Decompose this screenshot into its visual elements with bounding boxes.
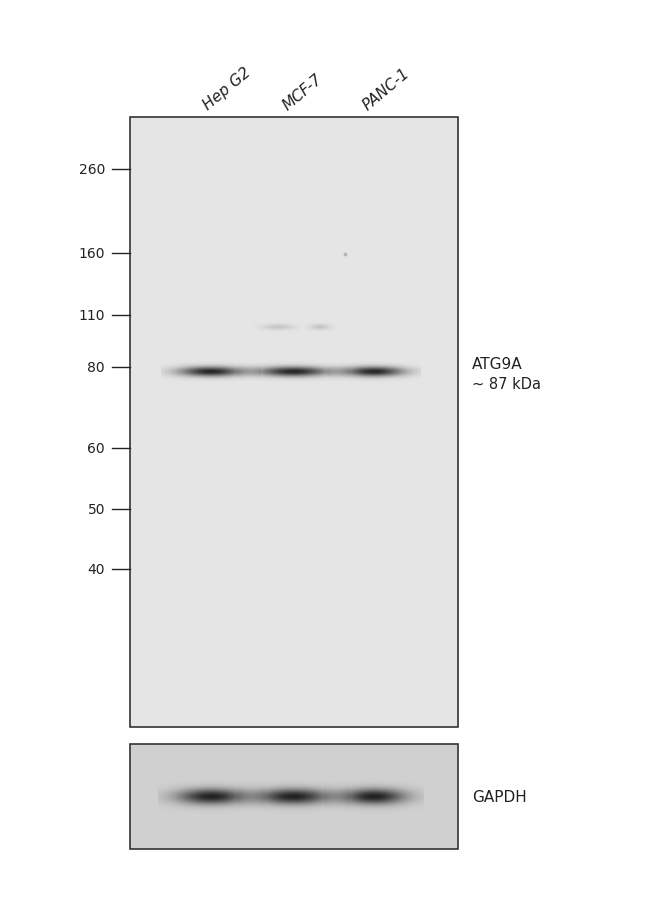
Text: GAPDH: GAPDH (472, 789, 526, 805)
Text: 50: 50 (88, 502, 105, 517)
Text: ~ 87 kDa: ~ 87 kDa (472, 377, 541, 392)
Text: MCF-7: MCF-7 (280, 71, 326, 113)
Text: 60: 60 (87, 442, 105, 455)
Text: 160: 160 (79, 247, 105, 261)
Text: 260: 260 (79, 163, 105, 177)
Bar (130, 744, 458, 849)
Text: Hep G2: Hep G2 (200, 65, 254, 113)
Text: 40: 40 (88, 563, 105, 576)
Text: 80: 80 (87, 360, 105, 375)
Bar (130, 118, 458, 727)
Text: 110: 110 (79, 309, 105, 322)
Text: ATG9A: ATG9A (472, 357, 523, 372)
Text: PANC-1: PANC-1 (360, 65, 413, 113)
